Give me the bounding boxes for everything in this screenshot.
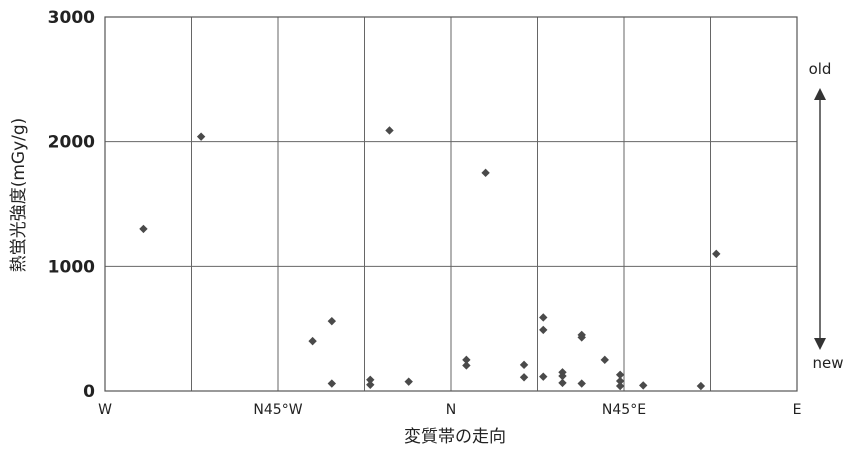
data-points — [139, 126, 721, 391]
y-axis-ticks: 0 1000 2000 3000 — [48, 8, 95, 402]
data-point — [558, 371, 567, 381]
x-tick-label: W — [98, 402, 112, 418]
data-point — [615, 381, 625, 391]
y-tick-label: 1000 — [48, 257, 95, 277]
y-axis-title: 熱蛍光強度(mGy/g) — [9, 118, 29, 273]
data-point — [639, 381, 648, 390]
data-point — [327, 316, 337, 326]
data-point — [196, 132, 206, 141]
data-point — [404, 377, 413, 386]
data-point — [308, 336, 317, 346]
y-tick-label: 2000 — [48, 133, 95, 153]
data-point — [577, 333, 586, 342]
data-point — [600, 355, 609, 365]
data-point — [577, 379, 586, 388]
x-axis-ticks: W N45°W N N45°E E — [98, 402, 801, 418]
data-point — [366, 375, 375, 384]
data-point — [696, 381, 706, 391]
data-point — [462, 355, 471, 365]
data-point — [519, 360, 529, 370]
data-point — [519, 373, 529, 382]
plot-area-frame — [104, 16, 798, 392]
y-tick-label: 3000 — [48, 8, 95, 28]
data-point — [366, 380, 375, 389]
x-tick-label: N — [446, 402, 456, 418]
x-tick-label: N45°W — [253, 402, 302, 418]
data-point — [539, 372, 548, 381]
y-tick-label: 0 — [83, 382, 95, 402]
x-tick-label: N45°E — [602, 402, 646, 418]
data-point — [481, 168, 490, 178]
data-point — [539, 313, 548, 322]
old-label: old — [809, 60, 832, 78]
new-label: new — [812, 354, 843, 372]
data-point — [615, 370, 625, 379]
x-axis-title: 変質帯の走向 — [404, 427, 506, 447]
data-point — [615, 376, 625, 386]
arrow-down-icon — [814, 338, 826, 350]
data-point — [539, 325, 548, 335]
arrow-up-icon — [814, 88, 826, 100]
data-point — [327, 379, 337, 388]
data-point — [385, 126, 394, 135]
data-point — [558, 378, 567, 388]
grid — [105, 17, 797, 391]
age-annotation: old new — [809, 60, 844, 372]
data-point — [462, 361, 471, 370]
data-point — [139, 224, 148, 234]
x-tick-label: E — [793, 402, 802, 418]
data-point — [712, 249, 721, 259]
